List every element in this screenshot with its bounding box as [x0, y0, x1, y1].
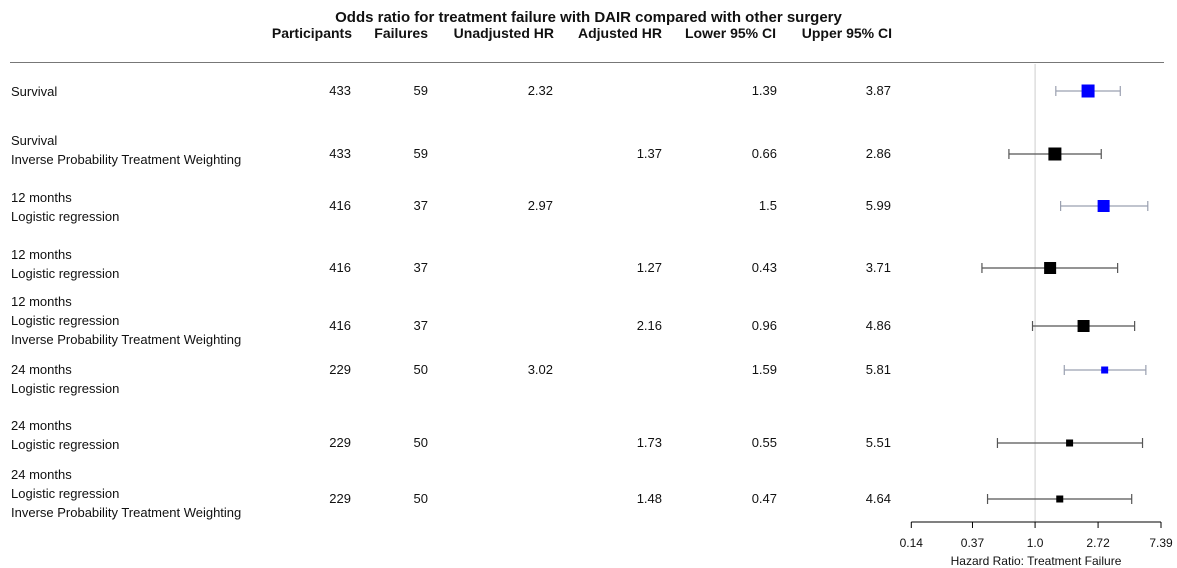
column-header-adjusted-hr: Adjusted HR [578, 25, 662, 41]
cell-adjusted-hr: 1.73 [636, 435, 662, 450]
column-header-participants: Participants [271, 25, 352, 41]
cell-upper-ci: 4.86 [865, 318, 891, 333]
cell-unadjusted-hr: 2.32 [527, 83, 553, 98]
cell-participants: 416 [329, 318, 351, 333]
row-label: 12 months Logistic regression [11, 245, 119, 283]
hr-marker [1097, 200, 1110, 212]
cell-upper-ci: 3.87 [865, 83, 891, 98]
row-label-line: Logistic regression [11, 437, 120, 452]
row-label-line: 24 months [11, 362, 72, 377]
cell-failures: 37 [413, 260, 428, 275]
cell-failures: 59 [413, 146, 428, 161]
hr-marker [1101, 366, 1109, 374]
row-label: 12 months Logistic regression [11, 188, 119, 226]
row-label-line: Logistic regression [11, 381, 120, 396]
header-divider [10, 62, 1164, 63]
cell-lower-ci: 1.39 [751, 83, 777, 98]
cell-failures: 37 [413, 318, 428, 333]
cell-upper-ci: 3.71 [865, 260, 891, 275]
hr-marker [1056, 495, 1064, 503]
cell-participants: 229 [329, 435, 351, 450]
row-label-line: 12 months [11, 294, 72, 309]
cell-upper-ci: 5.99 [865, 198, 891, 213]
cell-participants: 416 [329, 198, 351, 213]
row-label-line: 12 months [11, 247, 72, 262]
row-label-line: Logistic regression [11, 209, 120, 224]
cell-lower-ci: 0.66 [751, 146, 777, 161]
hr-marker [1077, 320, 1090, 332]
cell-participants: 229 [329, 491, 351, 506]
column-header-unadjusted-hr: Unadjusted HR [453, 25, 554, 41]
hr-marker [1081, 84, 1095, 98]
hr-marker [1044, 262, 1057, 274]
cell-adjusted-hr: 1.48 [636, 491, 662, 506]
cell-upper-ci: 4.64 [865, 491, 891, 506]
row-label: 12 months Logistic regression Inverse Prob… [11, 292, 241, 349]
cell-unadjusted-hr: 3.02 [527, 362, 553, 377]
row-label: Survival [11, 82, 57, 101]
row-label: 24 months Logistic regression Inverse Prob… [11, 465, 241, 522]
row-label-line: Logistic regression [11, 266, 120, 281]
x-axis-label: Hazard Ratio: Treatment Failure [950, 554, 1122, 568]
cell-participants: 433 [329, 146, 351, 161]
row-label-line: Inverse Probability Treatment Weighting [11, 505, 242, 520]
cell-failures: 50 [413, 491, 428, 506]
chart-title: Odds ratio for treatment failure with DA… [335, 9, 842, 26]
row-label-line: 24 months [11, 467, 72, 482]
cell-participants: 433 [329, 83, 351, 98]
column-header-upper-ci: Upper 95% CI [801, 25, 892, 41]
cell-failures: 50 [413, 435, 428, 450]
row-label: Survival Inverse Probability Treatment We… [11, 131, 241, 169]
cell-adjusted-hr: 2.16 [636, 318, 662, 333]
cell-upper-ci: 2.86 [865, 146, 891, 161]
column-header-lower-ci: Lower 95% CI [684, 25, 776, 41]
cell-lower-ci: 1.5 [758, 198, 777, 213]
row-label-line: Inverse Probability Treatment Weighting [11, 152, 242, 167]
cell-lower-ci: 0.96 [751, 318, 777, 333]
x-tick-label: 2.72 [1086, 536, 1110, 550]
cell-failures: 37 [413, 198, 428, 213]
x-tick-label: 7.39 [1149, 536, 1173, 550]
cell-participants: 229 [329, 362, 351, 377]
cell-lower-ci: 0.43 [751, 260, 777, 275]
row-label-line: Inverse Probability Treatment Weighting [11, 332, 242, 347]
row-label-line: 12 months [11, 190, 72, 205]
row-label-line: 24 months [11, 418, 72, 433]
column-header-failures: Failures [374, 25, 428, 41]
cell-lower-ci: 1.59 [751, 362, 777, 377]
cell-failures: 50 [413, 362, 428, 377]
cell-unadjusted-hr: 2.97 [527, 198, 553, 213]
x-tick-label: 0.37 [961, 536, 985, 550]
hr-marker [1048, 147, 1062, 161]
row-label-line: Logistic regression [11, 486, 120, 501]
cell-adjusted-hr: 1.27 [636, 260, 662, 275]
cell-lower-ci: 0.55 [751, 435, 777, 450]
x-tick-label: 0.14 [900, 536, 924, 550]
cell-upper-ci: 5.51 [865, 435, 891, 450]
row-label-line: Survival [11, 133, 58, 148]
cell-upper-ci: 5.81 [865, 362, 891, 377]
x-tick-label: 1.0 [1027, 536, 1044, 550]
cell-adjusted-hr: 1.37 [636, 146, 662, 161]
cell-lower-ci: 0.47 [751, 491, 777, 506]
row-label-line: Survival [11, 84, 58, 99]
cell-participants: 416 [329, 260, 351, 275]
row-label: 24 months Logistic regression [11, 360, 119, 398]
hr-marker [1066, 439, 1074, 447]
row-label: 24 months Logistic regression [11, 416, 119, 454]
cell-failures: 59 [413, 83, 428, 98]
row-label-line: Logistic regression [11, 313, 120, 328]
